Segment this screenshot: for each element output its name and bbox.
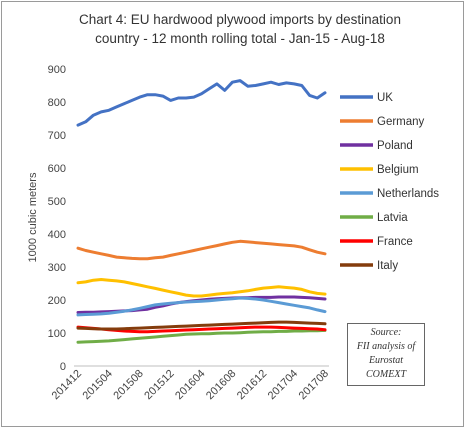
series-line-uk	[76, 79, 327, 127]
x-tick-label: 201412	[50, 368, 84, 402]
series-line-netherlands	[76, 296, 327, 317]
x-tick-label: 201704	[266, 368, 300, 402]
legend-label-netherlands: Netherlands	[377, 188, 439, 200]
x-tick-label: 201512	[142, 368, 176, 402]
y-tick-label: 600	[48, 163, 66, 175]
y-tick-label: 700	[48, 130, 66, 142]
x-tick-label: 201612	[235, 368, 269, 402]
source-line: Eurostat	[368, 355, 404, 366]
source-line: Source:	[370, 327, 402, 338]
series-line-latvia	[76, 328, 327, 344]
x-tick-label: 201708	[297, 368, 331, 402]
legend-label-germany: Germany	[377, 116, 425, 128]
y-tick-label: 400	[48, 229, 66, 241]
series-line-italy	[76, 320, 327, 331]
legend-label-latvia: Latvia	[377, 212, 408, 224]
chart-title: Chart 4: EU hardwood plywood imports by …	[40, 10, 440, 48]
x-tick-label: 201608	[204, 368, 238, 402]
y-tick-label: 0	[60, 361, 66, 373]
y-tick-label: 500	[48, 196, 66, 208]
series-line-germany	[76, 239, 327, 261]
series-line-belgium	[76, 278, 327, 298]
y-tick-label: 900	[48, 64, 66, 76]
source-line: COMEXT	[366, 369, 406, 380]
legend-label-poland: Poland	[377, 140, 413, 152]
y-tick-label: 100	[48, 328, 66, 340]
legend-label-italy: Italy	[377, 260, 398, 272]
legend-label-belgium: Belgium	[377, 164, 419, 176]
x-tick-label: 201604	[173, 368, 207, 402]
x-tick-label: 201504	[81, 368, 115, 402]
chart-title-line2: country - 12 month rolling total - Jan-1…	[95, 31, 385, 46]
legend-label-uk: UK	[377, 92, 393, 104]
source-box: Source: FII analysis of Eurostat COMEXT	[347, 323, 425, 386]
series-line-france	[76, 325, 327, 334]
y-tick-label: 300	[48, 262, 66, 274]
chart-title-line1: Chart 4: EU hardwood plywood imports by …	[79, 12, 401, 27]
x-tick-label: 201508	[111, 368, 145, 402]
y-axis-label: 1000 cubic meters	[27, 172, 39, 262]
y-tick-label: 800	[48, 97, 66, 109]
y-tick-label: 200	[48, 295, 66, 307]
source-line: FII analysis of	[356, 341, 416, 352]
legend-label-france: France	[377, 236, 413, 248]
